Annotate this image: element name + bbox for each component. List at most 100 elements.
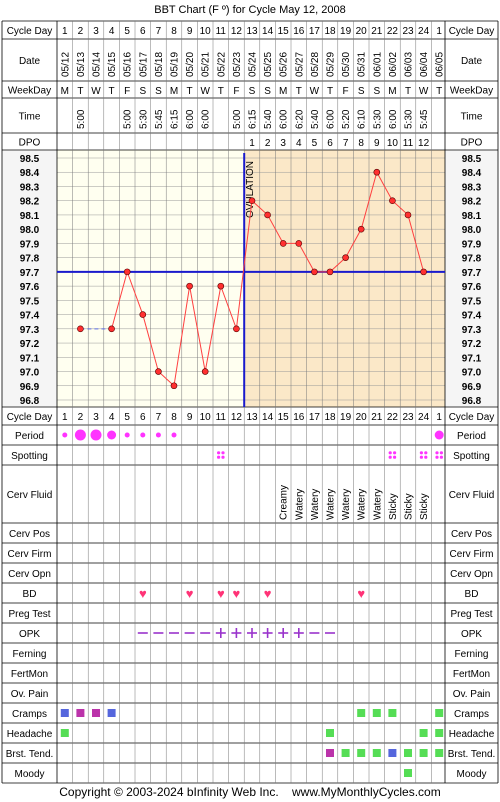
row-label-right-dpo: DPO: [461, 138, 483, 149]
time-cell: 6:00: [326, 109, 337, 129]
row-label-opk: OPK: [19, 629, 40, 640]
cycle-day-cell-bottom: 20: [356, 412, 368, 423]
temp-tick-label-right: 96.8: [462, 396, 482, 407]
luteal-phase-background: [244, 150, 445, 407]
row-label-preg-test: Preg Test: [8, 609, 50, 620]
weekday-cell: W: [310, 86, 320, 97]
dpo-cell: 3: [280, 138, 286, 149]
temperature-point: [139, 311, 147, 318]
dpo-cell: 4: [296, 138, 302, 149]
weekday-cell: S: [358, 86, 365, 97]
left-axis-background: [2, 150, 57, 407]
row-label-time: Time: [19, 112, 41, 123]
brst-tend-marker: [419, 749, 428, 757]
date-cell: 05/20: [185, 52, 196, 77]
weekday-cell: M: [279, 86, 287, 97]
row-label-spotting-right: Spotting: [453, 451, 490, 462]
cycle-day-cell-bottom: 1: [62, 412, 68, 423]
cycle-day-cell-bottom: 3: [93, 412, 99, 423]
weekday-cell: F: [124, 86, 130, 97]
row-label-spotting: Spotting: [11, 451, 48, 462]
row-label-cramps-right: Cramps: [454, 709, 489, 720]
cramps-marker: [435, 709, 444, 717]
cycle-day-cell: 16: [293, 26, 305, 37]
time-cell: 5:00: [123, 109, 134, 129]
weekday-cell: T: [436, 86, 442, 97]
row-label-period: Period: [15, 431, 44, 442]
date-cell: 05/28: [310, 52, 321, 77]
row-label-ferning: Ferning: [13, 649, 47, 660]
temp-tick-label: 98.1: [20, 211, 40, 222]
cycle-day-cell: 10: [200, 26, 212, 37]
cycle-day-cell: 23: [402, 26, 414, 37]
time-cell: 5:40: [310, 109, 321, 129]
time-cell: 5:00: [76, 109, 87, 129]
weekday-cell: T: [187, 86, 193, 97]
date-cell: 05/22: [216, 52, 227, 77]
cycle-day-cell-bottom: 24: [418, 412, 430, 423]
cycle-day-cell: 7: [156, 26, 162, 37]
date-cell: 05/29: [326, 52, 337, 77]
cycle-day-cell: 12: [231, 26, 243, 37]
date-cell: 05/18: [154, 52, 165, 77]
temp-tick-label-right: 97.1: [462, 353, 482, 364]
date-cell: 06/05: [435, 52, 446, 77]
cycle-day-cell: 24: [418, 26, 430, 37]
temp-tick-label-right: 98.1: [462, 211, 482, 222]
time-cell: 5:40: [263, 109, 274, 129]
weekday-cell: T: [296, 86, 302, 97]
temp-tick-label-right: 96.9: [462, 382, 482, 393]
date-cell: 05/31: [357, 52, 368, 77]
cycle-day-cell: 8: [171, 26, 177, 37]
row-label-right-time: Time: [461, 112, 483, 123]
date-cell: 05/26: [279, 52, 290, 77]
temp-tick-label: 97.9: [20, 239, 40, 250]
temperature-point: [404, 211, 412, 219]
cycle-day-cell: 19: [340, 26, 352, 37]
bd-heart: ♥: [357, 586, 365, 601]
date-cell: 06/04: [419, 52, 430, 77]
time-cell: 5:00: [232, 109, 243, 129]
temp-tick-label: 97.6: [20, 282, 40, 293]
brst-tend-marker: [326, 749, 334, 757]
temp-tick-label: 98.5: [20, 154, 40, 165]
row-label-ov-pain-right: Ov. Pain: [453, 689, 491, 700]
date-cell: 05/16: [123, 52, 134, 77]
cycle-day-cell: 13: [246, 26, 258, 37]
dpo-cell: 2: [265, 138, 271, 149]
temperature-point: [389, 197, 396, 205]
dpo-cell: 5: [312, 138, 318, 149]
cycle-day-cell-bottom: 6: [140, 412, 146, 423]
date-cell: 05/12: [60, 52, 71, 77]
time-cell: 6:00: [388, 109, 399, 129]
cramps-marker: [76, 709, 85, 717]
weekday-cell: S: [264, 86, 271, 97]
brst-tend-marker: [388, 749, 397, 757]
temp-tick-label-right: 97.7: [462, 268, 482, 279]
weekday-cell: T: [109, 86, 115, 97]
spotting-dot: [424, 455, 428, 459]
bd-heart: ♥: [139, 586, 147, 601]
cerv-fluid-cell: Creamy: [279, 485, 290, 520]
spotting-dot: [217, 455, 221, 459]
spotting-dot: [221, 451, 225, 455]
row-label-moody: Moody: [14, 769, 44, 780]
spotting-dot: [217, 451, 221, 455]
ovulation-label: OVULATION: [245, 161, 256, 218]
time-cell: 5:30: [404, 109, 415, 129]
cycle-day-cell-bottom: 18: [324, 412, 336, 423]
date-cell: 05/14: [92, 52, 103, 77]
row-label-bd-right: BD: [465, 589, 479, 600]
temperature-point: [326, 268, 334, 276]
temp-tick-label: 98.3: [20, 182, 40, 193]
cycle-day-cell: 1: [436, 26, 442, 37]
temp-tick-label: 98.0: [20, 225, 40, 236]
cycle-day-cell: 18: [324, 26, 336, 37]
temperature-point: [201, 368, 209, 375]
time-cell: 5:30: [372, 109, 383, 129]
row-label-cerv-firm-right: Cerv Firm: [450, 549, 494, 560]
cycle-day-cell: 2: [78, 26, 84, 37]
period-dot: [171, 432, 177, 438]
bd-heart: ♥: [186, 586, 194, 601]
right-axis-background: [445, 150, 498, 407]
